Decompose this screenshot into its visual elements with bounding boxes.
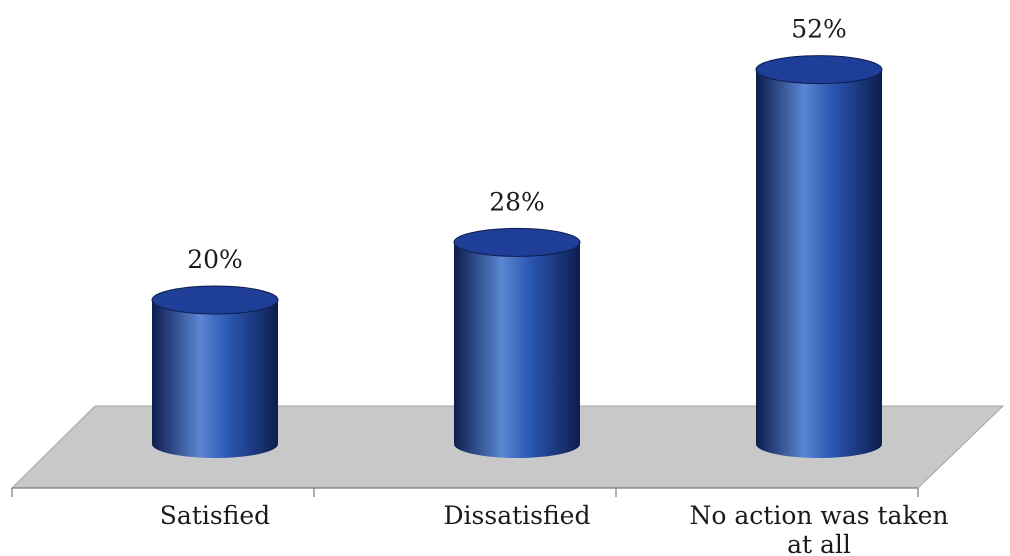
category-label: Satisfied — [160, 501, 270, 530]
category-label: Dissatisfied — [444, 501, 591, 530]
bar-body — [756, 69, 882, 458]
bar-series — [151, 55, 883, 458]
bar — [151, 285, 279, 458]
value-label: 28% — [489, 187, 545, 216]
bar-body — [152, 300, 278, 458]
value-labels: 20% 28% 52% — [187, 15, 847, 274]
category-labels: Satisfied Dissatisfied No action was taken… — [160, 501, 949, 556]
bar-top — [755, 55, 883, 85]
x-axis-ticks — [11, 488, 919, 497]
category-label: No action was taken at all — [690, 501, 949, 556]
bar — [755, 55, 883, 458]
bar-body — [454, 242, 580, 458]
value-label: 20% — [187, 245, 243, 274]
bar-top — [453, 227, 581, 257]
bar — [453, 227, 581, 458]
bar-top — [151, 285, 279, 315]
value-label: 52% — [791, 15, 847, 44]
